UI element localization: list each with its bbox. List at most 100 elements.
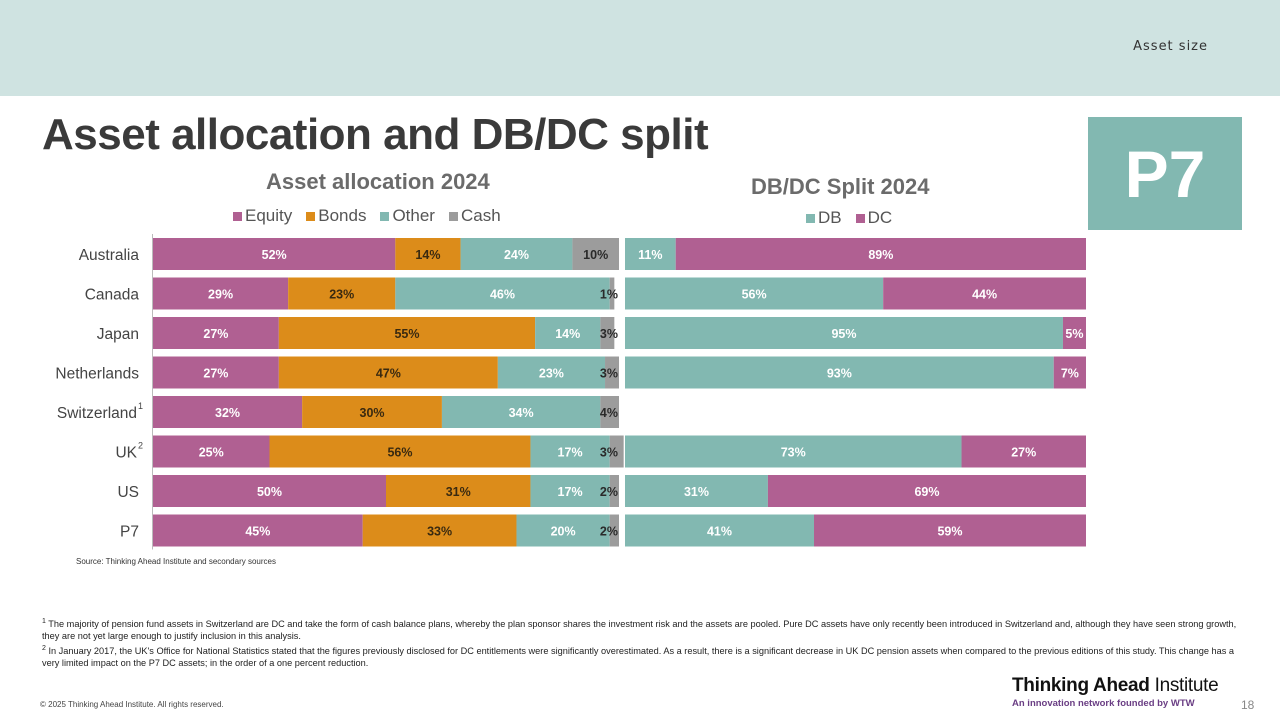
data-label-cash-japan: 3% bbox=[600, 327, 618, 341]
top-banner bbox=[0, 0, 1280, 96]
bar-other-japan bbox=[535, 317, 601, 349]
asset-allocation-legend: Equity Bonds Other Cash bbox=[233, 206, 501, 226]
data-label-equity-australia: 52% bbox=[262, 248, 287, 262]
legend-item-other: Other bbox=[380, 206, 435, 226]
bar-db-netherlands bbox=[625, 356, 1054, 389]
footnote-marker: 1 bbox=[42, 618, 46, 625]
footnote-text: In January 2017, the UK's Office for Nat… bbox=[42, 645, 1234, 669]
data-label-dc-canada: 44% bbox=[972, 288, 997, 302]
category-label-canada: Canada bbox=[85, 287, 140, 304]
data-label-db-netherlands: 93% bbox=[827, 367, 852, 381]
data-label-cash-p7: 2% bbox=[600, 525, 618, 539]
footnote-marker: 2 bbox=[42, 644, 46, 652]
bar-dc-japan bbox=[1062, 317, 1086, 349]
legend-item-db: DB bbox=[806, 208, 842, 228]
category-label-netherlands: Netherlands bbox=[55, 366, 139, 383]
bar-cash-uk bbox=[609, 435, 624, 468]
data-label-db-australia: 11% bbox=[638, 248, 662, 262]
footnote-text: The majority of pension fund assets in S… bbox=[42, 619, 1237, 642]
data-label-other-us: 17% bbox=[558, 485, 583, 499]
bar-other-us bbox=[530, 475, 610, 507]
data-label-bonds-japan: 55% bbox=[394, 327, 419, 341]
brand-name-rest: Institute bbox=[1149, 675, 1219, 696]
dbdc-legend: DB DC bbox=[806, 208, 892, 228]
legend-label: DB bbox=[818, 208, 842, 227]
data-label-other-switzerland: 34% bbox=[509, 406, 534, 420]
data-label-bonds-switzerland: 30% bbox=[360, 406, 385, 420]
data-label-bonds-netherlands: 47% bbox=[376, 367, 401, 381]
legend-label: Equity bbox=[245, 206, 293, 225]
data-label-equity-netherlands: 27% bbox=[203, 367, 228, 381]
bar-cash-japan bbox=[600, 317, 615, 349]
bar-equity-canada bbox=[153, 277, 289, 310]
data-label-dc-uk: 27% bbox=[1011, 446, 1036, 460]
data-label-db-us: 31% bbox=[684, 485, 709, 499]
bar-bonds-p7 bbox=[362, 514, 517, 547]
bar-equity-us bbox=[153, 475, 386, 507]
bar-equity-uk bbox=[153, 435, 270, 468]
category-footnote-marker: 1 bbox=[138, 401, 143, 411]
bar-dc-us bbox=[767, 475, 1086, 507]
data-label-other-uk: 17% bbox=[558, 446, 583, 460]
data-label-cash-canada: 1% bbox=[600, 288, 618, 302]
bar-bonds-australia bbox=[395, 238, 461, 270]
data-label-bonds-p7: 33% bbox=[427, 525, 452, 539]
legend-swatch-cash bbox=[448, 211, 458, 221]
data-label-bonds-australia: 14% bbox=[415, 248, 440, 262]
data-label-cash-switzerland: 4% bbox=[600, 406, 618, 420]
bar-cash-us bbox=[609, 475, 619, 507]
footnote-1: 1 The majority of pension fund assets in… bbox=[42, 616, 1242, 643]
bar-dc-australia bbox=[675, 238, 1086, 270]
data-label-db-japan: 95% bbox=[831, 327, 856, 341]
bar-cash-canada bbox=[609, 277, 615, 310]
data-label-db-canada: 56% bbox=[742, 288, 767, 302]
brand-tagline: An innovation network founded by WTW bbox=[1012, 698, 1195, 709]
bar-other-switzerland bbox=[441, 396, 601, 428]
bar-equity-netherlands bbox=[153, 356, 279, 389]
data-label-equity-canada: 29% bbox=[208, 288, 233, 302]
data-label-db-uk: 73% bbox=[781, 446, 806, 460]
copyright: © 2025 Thinking Ahead Institute. All rig… bbox=[40, 700, 224, 709]
data-label-bonds-canada: 23% bbox=[329, 288, 354, 302]
data-label-equity-switzerland: 32% bbox=[215, 406, 240, 420]
legend-label: DC bbox=[867, 208, 893, 227]
bar-cash-netherlands bbox=[605, 356, 619, 389]
page-number: 18 bbox=[1241, 698, 1255, 712]
bar-other-uk bbox=[530, 435, 610, 468]
bar-cash-p7 bbox=[609, 514, 619, 547]
bar-bonds-uk bbox=[269, 435, 531, 468]
category-footnote-marker: 2 bbox=[138, 441, 143, 451]
data-label-other-p7: 20% bbox=[551, 525, 576, 539]
data-label-other-netherlands: 23% bbox=[539, 367, 564, 381]
category-label-switzerland: Switzerland bbox=[57, 405, 137, 422]
data-label-dc-p7: 59% bbox=[937, 525, 962, 539]
bar-dc-uk bbox=[961, 435, 1086, 468]
data-label-cash-netherlands: 3% bbox=[600, 367, 618, 381]
bar-db-japan bbox=[625, 317, 1063, 349]
bar-equity-japan bbox=[153, 317, 279, 349]
bar-bonds-japan bbox=[278, 317, 536, 349]
p7-badge: P7 bbox=[1088, 117, 1242, 230]
asset-allocation-chart-title: Asset allocation 2024 bbox=[266, 169, 490, 194]
data-label-equity-uk: 25% bbox=[199, 446, 224, 460]
dbdc-chart-title: DB/DC Split 2024 bbox=[751, 174, 930, 199]
bar-other-p7 bbox=[516, 514, 610, 547]
data-label-equity-us: 50% bbox=[257, 485, 282, 499]
bar-dc-p7 bbox=[814, 514, 1086, 547]
legend-label: Bonds bbox=[318, 206, 367, 225]
category-label-us: US bbox=[117, 484, 139, 501]
bar-bonds-canada bbox=[288, 277, 396, 310]
legend-swatch-bonds bbox=[306, 211, 316, 221]
page-title: Asset allocation and DB/DC split bbox=[42, 110, 709, 159]
data-label-dc-japan: 5% bbox=[1065, 327, 1083, 341]
bar-dc-netherlands bbox=[1053, 356, 1086, 389]
brand-name-bold: Thinking Ahead bbox=[1012, 675, 1150, 696]
legend-label: Other bbox=[392, 206, 435, 225]
legend-item-dc: DC bbox=[855, 208, 893, 228]
data-label-dc-australia: 89% bbox=[868, 248, 893, 262]
data-label-db-p7: 41% bbox=[707, 525, 732, 539]
category-label-p7: P7 bbox=[120, 524, 139, 541]
legend-swatch-dc bbox=[855, 213, 865, 223]
bar-db-australia bbox=[625, 238, 676, 270]
legend-label: Cash bbox=[460, 206, 501, 225]
